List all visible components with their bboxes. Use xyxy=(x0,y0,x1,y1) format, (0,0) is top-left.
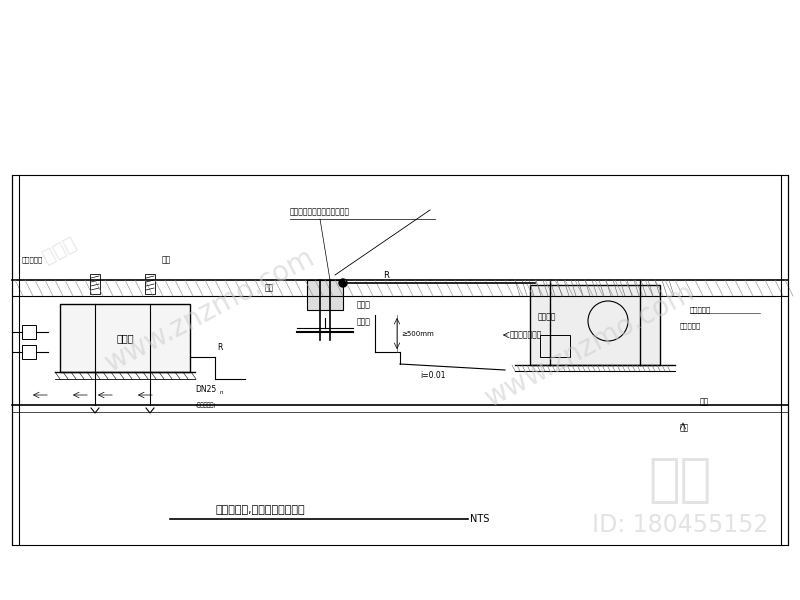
Circle shape xyxy=(339,279,347,287)
Text: 屋面室内机,室外机安装示意图: 屋面室内机,室外机安装示意图 xyxy=(215,505,305,515)
Text: 混凝土基础: 混凝土基础 xyxy=(680,323,702,329)
Text: NTS: NTS xyxy=(470,514,490,524)
Text: 挡雨板: 挡雨板 xyxy=(357,317,371,326)
Text: 橡皮减振垫: 橡皮减振垫 xyxy=(690,307,711,313)
Bar xyxy=(60,304,190,372)
Text: www.znzmo.com: www.znzmo.com xyxy=(480,278,700,412)
Bar xyxy=(22,325,36,339)
Bar xyxy=(540,335,570,357)
Text: www.znzmo.com: www.znzmo.com xyxy=(100,243,320,377)
Text: 室外机组: 室外机组 xyxy=(538,313,557,322)
Bar xyxy=(145,274,155,294)
Text: 室内机: 室内机 xyxy=(116,333,134,343)
Text: (冷凝水排放): (冷凝水排放) xyxy=(195,402,215,408)
Text: 知末网: 知末网 xyxy=(40,233,80,266)
Bar xyxy=(90,274,100,294)
Bar xyxy=(530,285,660,365)
Text: 室内: 室内 xyxy=(680,424,690,433)
Text: 管道井: 管道井 xyxy=(357,301,371,310)
Text: R: R xyxy=(217,343,222,352)
Bar xyxy=(12,175,788,545)
Bar xyxy=(307,280,343,310)
Text: R: R xyxy=(383,271,389,280)
Text: ≥500mm: ≥500mm xyxy=(401,331,434,337)
Text: 吊杆: 吊杆 xyxy=(162,256,171,265)
Bar xyxy=(22,345,36,359)
Text: i=0.01: i=0.01 xyxy=(420,371,446,380)
Text: n: n xyxy=(220,390,223,395)
Text: 知末: 知末 xyxy=(648,454,712,506)
Text: ID: 180455152: ID: 180455152 xyxy=(592,513,768,537)
Text: 吊顶: 吊顶 xyxy=(700,397,710,407)
Text: 管道安装以后用防水材料塞实: 管道安装以后用防水材料塞实 xyxy=(290,208,350,217)
Text: DN25: DN25 xyxy=(195,385,216,394)
Text: 屋面: 屋面 xyxy=(265,283,274,292)
Text: 弹簧减震器: 弹簧减震器 xyxy=(22,257,43,263)
Text: 接冷凝水收集管: 接冷凝水收集管 xyxy=(510,331,542,340)
